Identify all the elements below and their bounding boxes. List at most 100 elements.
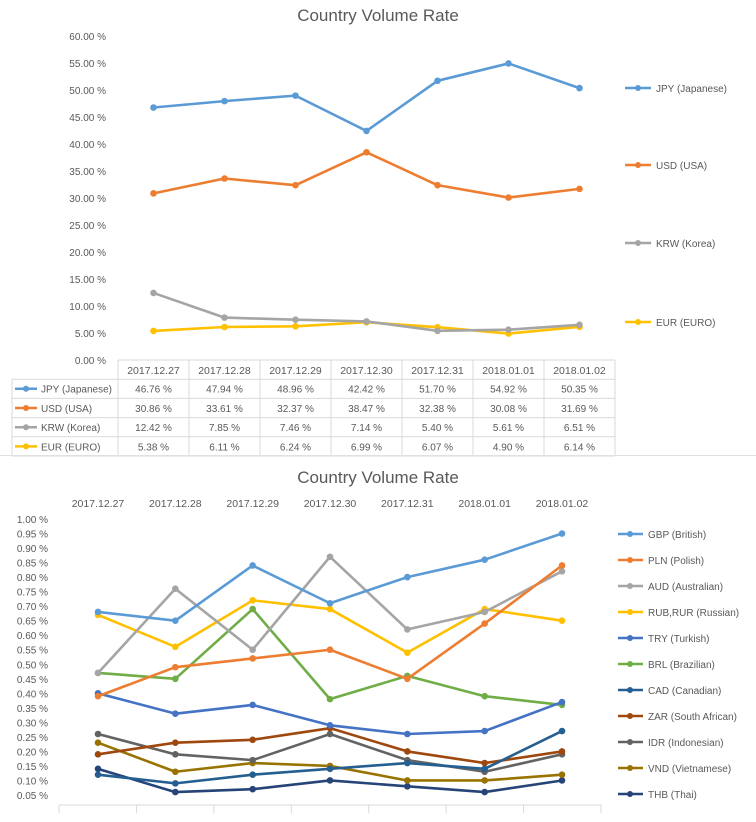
table-cell-value: 7.14 % — [351, 423, 382, 434]
data-point — [221, 323, 228, 331]
legend-marker — [635, 85, 641, 91]
data-point — [363, 318, 370, 325]
table-cell-value: 6.24 % — [280, 442, 311, 453]
data-point — [292, 316, 299, 324]
legend-marker — [627, 557, 633, 563]
legend-marker — [627, 687, 633, 693]
table-series-label: JPY (Japanese) — [41, 385, 112, 396]
data-point — [326, 646, 334, 654]
x-category-label: 2018.01.01 — [482, 365, 535, 377]
x-category-label: 2017.12.29 — [226, 498, 279, 510]
legend-marker — [627, 583, 633, 589]
data-point — [363, 127, 370, 135]
data-point — [94, 771, 102, 778]
data-point — [249, 605, 256, 613]
series-line — [153, 150, 580, 199]
data-point — [249, 646, 256, 654]
legend-label: CAD (Canadian) — [648, 686, 721, 697]
data-point — [326, 765, 334, 773]
data-point — [558, 771, 566, 778]
chart-volume-rate-major: 0.00 % 5.00 % 10.00 % 15.00 % 20.00 % 25.00 %… — [11, 32, 727, 457]
table-cell-value: 46.76 % — [135, 385, 172, 396]
data-point — [558, 698, 566, 706]
legend-marker — [635, 319, 641, 325]
y-tick-label: 0.40 % — [17, 689, 48, 700]
data-point — [150, 327, 157, 335]
data-point — [558, 562, 566, 569]
data-point — [326, 777, 334, 784]
legend-marker — [627, 739, 633, 745]
data-point — [404, 675, 411, 683]
table-legend-marker — [23, 424, 29, 431]
table-cell-value: 7.85 % — [209, 423, 240, 434]
legend-label: AUD (Australian) — [648, 582, 723, 593]
y-tick-label: 0.25 % — [17, 733, 48, 744]
y-tick-label: 10.00 % — [69, 302, 106, 313]
y-tick-label: 0.80 % — [17, 573, 48, 584]
data-point — [221, 314, 228, 321]
legend-label: VND (Vietnamese) — [648, 764, 731, 775]
data-point — [404, 730, 411, 738]
table-cell-value: 54.92 % — [490, 385, 527, 396]
data-point — [249, 736, 256, 744]
table-cell-value: 30.86 % — [135, 404, 172, 415]
table-cell-value: 51.70 % — [419, 385, 456, 396]
data-point — [481, 608, 488, 616]
y-tick-label: 60.00 % — [69, 32, 106, 43]
x-category-label: 2018.01.02 — [553, 365, 606, 377]
y-tick-label: 0.55 % — [17, 646, 48, 657]
table-legend-marker — [23, 385, 29, 392]
data-point — [434, 327, 441, 335]
data-point — [558, 530, 566, 537]
data-point — [558, 567, 566, 575]
legend-marker — [627, 713, 633, 719]
y-tick-label: 0.05 % — [17, 791, 48, 802]
y-tick-label: 0.10 % — [17, 776, 48, 787]
table-cell-value: 4.90 % — [493, 442, 524, 453]
data-point — [326, 553, 334, 561]
y-tick-label: 0.90 % — [17, 544, 48, 555]
table-cell-value: 30.08 % — [490, 404, 527, 415]
data-point — [481, 788, 488, 796]
x-category-label: 2018.01.01 — [458, 498, 511, 510]
data-point — [326, 730, 334, 738]
legend-label: IDR (Indonesian) — [648, 738, 724, 749]
series-line — [97, 555, 563, 674]
x-category-label: 2017.12.29 — [269, 365, 322, 377]
data-point — [172, 768, 179, 776]
data-point — [404, 626, 411, 633]
data-point — [481, 692, 488, 700]
table-cell-value: 6.14 % — [564, 442, 595, 453]
data-point — [326, 695, 334, 703]
data-point — [172, 780, 179, 787]
legend-label: THB (Thai) — [648, 790, 697, 801]
data-point — [249, 562, 256, 569]
data-point — [404, 748, 411, 755]
series-line — [97, 607, 563, 707]
legend-label: RUB,RUR (Russian) — [648, 608, 739, 619]
table-cell-value: 6.11 % — [209, 442, 239, 453]
data-point — [94, 730, 102, 738]
data-point — [326, 599, 334, 607]
y-tick-label: 0.45 % — [17, 675, 48, 686]
data-point — [249, 597, 256, 604]
series-line — [97, 729, 563, 785]
table-cell-value: 6.99 % — [351, 442, 382, 453]
data-point — [404, 759, 411, 767]
y-tick-label: 35.00 % — [69, 167, 106, 178]
data-point — [434, 181, 441, 189]
data-point — [505, 60, 512, 67]
legend-marker — [635, 162, 641, 168]
table-cell-value: 32.37 % — [277, 404, 314, 415]
x-category-label: 2017.12.31 — [381, 498, 434, 510]
data-point — [172, 585, 179, 593]
table-cell-value: 31.69 % — [561, 404, 598, 415]
table-series-label: KRW (Korea) — [41, 423, 100, 434]
data-point — [558, 617, 566, 624]
data-point — [481, 556, 488, 563]
table-cell-value: 5.40 % — [422, 423, 453, 434]
y-tick-label: 0.35 % — [17, 704, 48, 715]
legend-label: KRW (Korea) — [656, 239, 715, 250]
table-cell-value: 48.96 % — [277, 385, 314, 396]
data-point — [172, 675, 179, 683]
